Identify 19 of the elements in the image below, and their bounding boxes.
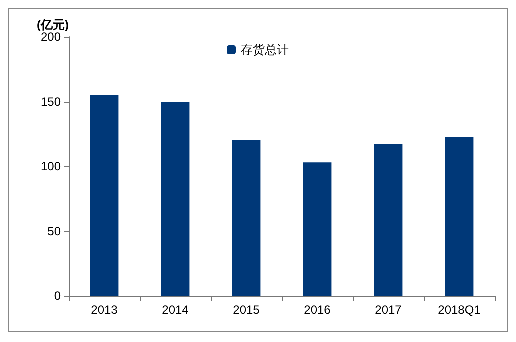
bar: [374, 144, 403, 296]
y-tick-label: 0: [54, 289, 62, 303]
bar: [303, 162, 332, 296]
x-tick-label: 2018Q1: [438, 303, 482, 317]
y-axis-title: (亿元): [37, 18, 69, 32]
x-tick-label: 2013: [91, 303, 118, 317]
bar: [232, 140, 261, 296]
y-tick-label: 100: [40, 160, 62, 174]
x-tick-label: 2017: [375, 303, 402, 317]
x-tick-label: 2014: [162, 303, 190, 317]
bar: [90, 95, 119, 296]
bar: [445, 137, 474, 296]
y-tick-label: 50: [48, 224, 62, 238]
y-tick-label: 200: [40, 30, 62, 44]
x-tick-label: 2016: [304, 303, 332, 317]
y-tick-label: 150: [40, 94, 62, 109]
legend-label: 存货总计: [241, 43, 289, 57]
bar: [161, 102, 190, 296]
x-tick-label: 2015: [233, 303, 260, 317]
